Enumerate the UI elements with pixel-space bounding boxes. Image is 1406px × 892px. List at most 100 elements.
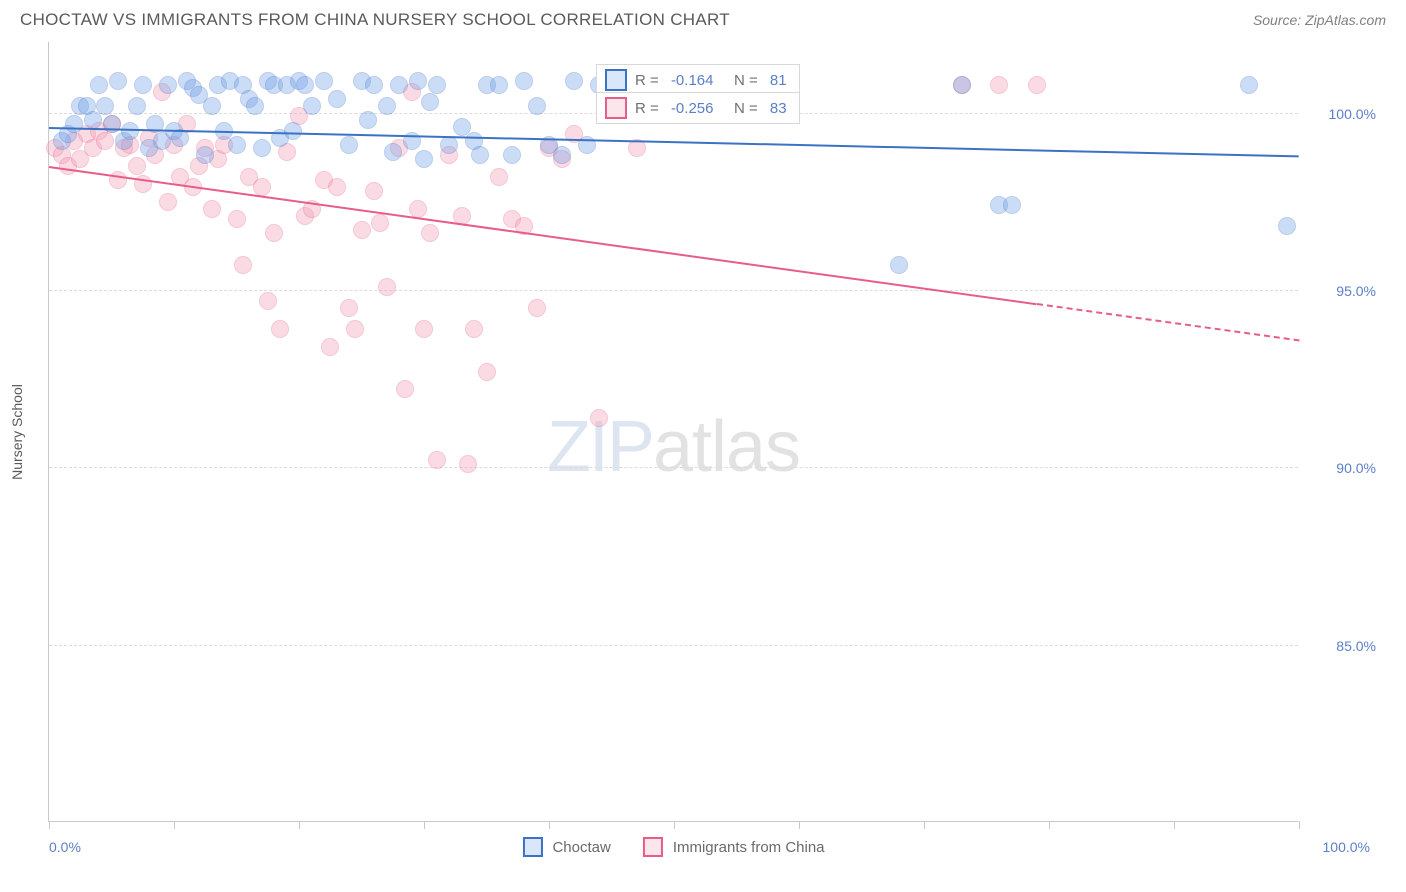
data-point-china	[371, 214, 389, 232]
data-point-china	[265, 224, 283, 242]
data-point-china	[128, 157, 146, 175]
y-tick-label: 85.0%	[1336, 638, 1376, 654]
data-point-china	[459, 455, 477, 473]
grid-line: 90.0%	[49, 467, 1298, 468]
data-point-choctaw	[340, 136, 358, 154]
data-point-choctaw	[421, 93, 439, 111]
y-tick-label: 100.0%	[1329, 106, 1376, 122]
data-point-choctaw	[409, 72, 427, 90]
data-point-china	[590, 409, 608, 427]
data-point-choctaw	[1003, 196, 1021, 214]
data-point-china	[96, 132, 114, 150]
y-tick-label: 90.0%	[1336, 460, 1376, 476]
data-point-choctaw	[953, 76, 971, 94]
n-value: 81	[770, 72, 787, 89]
data-point-choctaw	[528, 97, 546, 115]
data-point-choctaw	[378, 97, 396, 115]
n-value: 83	[770, 100, 787, 117]
data-point-china	[421, 224, 439, 242]
data-point-china	[409, 200, 427, 218]
data-point-china	[465, 320, 483, 338]
plot-area: Nursery School ZIPatlas 0.0% 100.0% Choc…	[48, 42, 1298, 822]
legend-label-china: Immigrants from China	[673, 839, 825, 856]
data-point-choctaw	[471, 146, 489, 164]
trend-line-china-extrapolated	[1036, 303, 1299, 341]
legend-item-china: Immigrants from China	[643, 837, 825, 857]
correlation-swatch	[605, 69, 627, 91]
data-point-china	[396, 380, 414, 398]
x-tick	[1174, 821, 1175, 829]
data-point-choctaw	[109, 72, 127, 90]
data-point-china	[415, 320, 433, 338]
data-point-choctaw	[365, 76, 383, 94]
data-point-choctaw	[228, 136, 246, 154]
x-tick	[549, 821, 550, 829]
data-point-choctaw	[553, 146, 571, 164]
data-point-china	[328, 178, 346, 196]
grid-line: 95.0%	[49, 290, 1298, 291]
trend-line-china	[49, 166, 1037, 305]
legend-item-choctaw: Choctaw	[522, 837, 610, 857]
n-label: N =	[721, 72, 761, 89]
data-point-china	[990, 76, 1008, 94]
n-label: N =	[721, 100, 761, 117]
data-point-choctaw	[246, 97, 264, 115]
data-point-china	[228, 210, 246, 228]
x-axis-min-label: 0.0%	[49, 839, 81, 855]
watermark-atlas: atlas	[653, 407, 800, 487]
x-tick	[49, 821, 50, 829]
data-point-choctaw	[890, 256, 908, 274]
data-point-choctaw	[159, 76, 177, 94]
chart-container: Nursery School ZIPatlas 0.0% 100.0% Choc…	[48, 42, 1388, 842]
x-tick	[799, 821, 800, 829]
data-point-choctaw	[503, 146, 521, 164]
data-point-china	[259, 292, 277, 310]
data-point-choctaw	[203, 97, 221, 115]
data-point-choctaw	[565, 72, 583, 90]
grid-line: 85.0%	[49, 645, 1298, 646]
legend-label-choctaw: Choctaw	[552, 839, 610, 856]
data-point-choctaw	[515, 72, 533, 90]
x-tick	[1299, 821, 1300, 829]
correlation-box-china: R = -0.256 N = 83	[596, 92, 800, 124]
legend-swatch-choctaw	[522, 837, 542, 857]
y-tick-label: 95.0%	[1336, 283, 1376, 299]
data-point-china	[353, 221, 371, 239]
data-point-choctaw	[440, 136, 458, 154]
data-point-china	[234, 256, 252, 274]
data-point-china	[378, 278, 396, 296]
data-point-choctaw	[284, 122, 302, 140]
data-point-china	[528, 299, 546, 317]
data-point-china	[271, 320, 289, 338]
data-point-choctaw	[384, 143, 402, 161]
data-point-choctaw	[328, 90, 346, 108]
x-tick	[674, 821, 675, 829]
data-point-china	[203, 200, 221, 218]
data-point-china	[159, 193, 177, 211]
x-tick	[1049, 821, 1050, 829]
correlation-swatch	[605, 97, 627, 119]
data-point-choctaw	[90, 76, 108, 94]
data-point-choctaw	[296, 76, 314, 94]
data-point-choctaw	[196, 146, 214, 164]
x-tick	[424, 821, 425, 829]
data-point-choctaw	[390, 76, 408, 94]
r-label: R =	[635, 72, 663, 89]
data-point-choctaw	[359, 111, 377, 129]
x-tick	[299, 821, 300, 829]
source-attribution: Source: ZipAtlas.com	[1253, 12, 1386, 28]
data-point-choctaw	[96, 97, 114, 115]
data-point-china	[321, 338, 339, 356]
data-point-choctaw	[428, 76, 446, 94]
data-point-choctaw	[65, 115, 83, 133]
data-point-choctaw	[128, 97, 146, 115]
bottom-legend: Choctaw Immigrants from China	[522, 837, 824, 857]
data-point-choctaw	[1240, 76, 1258, 94]
r-value: -0.256	[671, 100, 714, 117]
data-point-choctaw	[1278, 217, 1296, 235]
r-label: R =	[635, 100, 663, 117]
y-axis-title: Nursery School	[9, 384, 25, 480]
data-point-china	[1028, 76, 1046, 94]
legend-swatch-china	[643, 837, 663, 857]
data-point-choctaw	[84, 111, 102, 129]
